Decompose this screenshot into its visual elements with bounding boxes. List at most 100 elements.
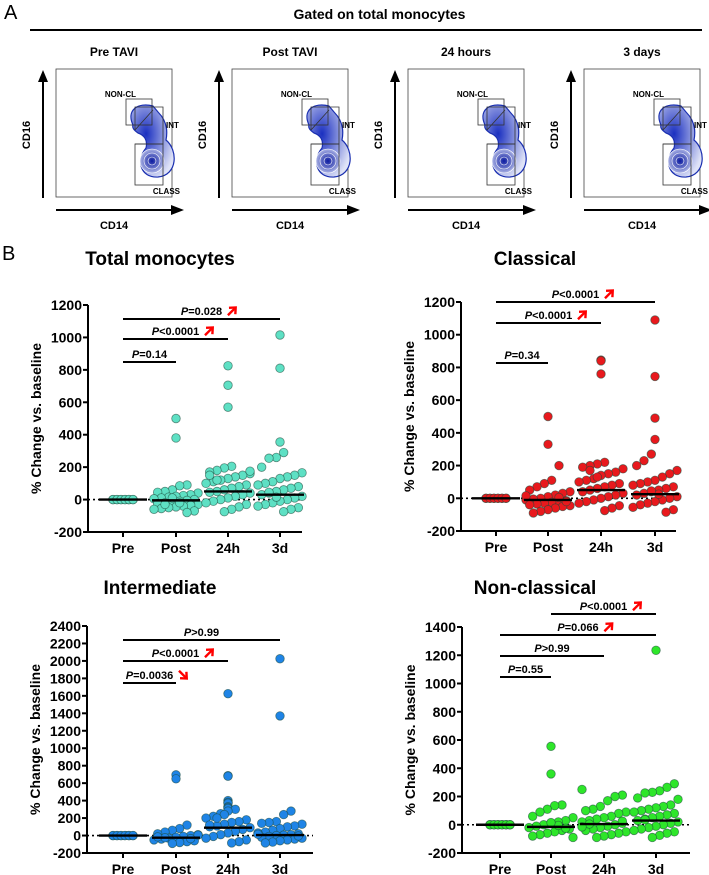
p-symbol: P — [126, 670, 134, 682]
chart-title: Intermediate — [104, 578, 217, 599]
data-point — [574, 477, 584, 487]
arrow-up-right-icon — [632, 601, 643, 612]
data-point — [204, 470, 215, 480]
data-point — [596, 356, 606, 366]
data-point — [275, 330, 285, 340]
data-point — [212, 475, 222, 485]
arrow-down-right-icon — [178, 669, 189, 680]
p-value-label: P<0.0001 — [525, 310, 572, 322]
x-tick-label: Post — [161, 861, 192, 875]
flow-plot: NON-CL INT CLASS Post TAVI CD16 CD14 — [184, 40, 364, 240]
gating-header: Gated on total monocytes — [293, 6, 466, 22]
data-point — [651, 645, 661, 656]
data-point — [631, 460, 642, 471]
y-tick-label: 1200 — [51, 297, 82, 313]
y-tick-label: 200 — [433, 789, 457, 805]
p-value-label: P=0.14 — [132, 349, 168, 361]
p-value-label: P<0.0001 — [580, 601, 627, 613]
p-symbol: P — [184, 627, 192, 639]
y-tick-label: 200 — [58, 810, 82, 826]
data-point — [171, 774, 181, 784]
data-point — [602, 796, 613, 806]
p-value: =0.34 — [512, 350, 541, 362]
y-tick-label: 1000 — [51, 329, 82, 345]
data-point — [253, 480, 263, 490]
chart-title: Non-classical — [474, 578, 597, 599]
data-point — [223, 402, 233, 412]
data-point — [171, 433, 181, 443]
p-value-label: P=0.55 — [508, 664, 543, 676]
data-point — [596, 369, 606, 379]
p-value-label: P<0.0001 — [552, 289, 599, 301]
flow-plot-title: Pre TAVI — [90, 45, 138, 59]
y-tick-label: 1200 — [50, 723, 81, 739]
data-point — [585, 465, 595, 476]
data-point — [640, 788, 650, 798]
y-tick-label: 2400 — [50, 618, 81, 634]
data-point — [223, 361, 233, 371]
y-tick-label: 800 — [432, 359, 456, 375]
y-tick-label: 1800 — [50, 670, 81, 686]
y-tick-label: 0 — [73, 828, 81, 844]
p-value-label: P=0.028 — [181, 306, 222, 318]
data-point — [647, 832, 658, 843]
p-symbol: P — [508, 664, 516, 676]
gate-label-intermediate: INT — [342, 121, 355, 130]
p-symbol: P — [552, 289, 560, 301]
cd14-axis-arrow — [56, 205, 184, 215]
x-axis-label: CD14 — [276, 220, 305, 232]
gate-label-nonclassical: NON-CL — [633, 90, 664, 99]
arrow-shaft — [577, 311, 586, 321]
data-point — [275, 363, 285, 373]
p-value: <0.0001 — [159, 326, 199, 338]
data-point — [223, 771, 233, 781]
chart-intermediate: Intermediate % Change vs. baseline -2000 20… — [27, 578, 313, 875]
chart-title: Total monocytes — [85, 249, 235, 270]
y-tick-label: 2200 — [50, 635, 81, 651]
data-point — [264, 453, 274, 463]
p-value: =0.066 — [565, 622, 599, 634]
gate-label-classical: CLASS — [153, 187, 181, 196]
flow-plot-title: 24 hours — [441, 45, 491, 59]
y-tick-label: 400 — [58, 793, 82, 809]
x-tick-label: 3d — [647, 539, 663, 555]
data-point — [275, 711, 285, 721]
data-point — [524, 500, 535, 510]
p-symbol: P — [132, 349, 140, 361]
arrow-head — [228, 306, 237, 315]
p-value: <0.0001 — [159, 648, 199, 660]
y-tick-label: 1000 — [424, 327, 455, 343]
y-tick-label: 400 — [59, 427, 83, 443]
p-value: =0.0036 — [133, 670, 173, 682]
y-tick-label: 0 — [448, 817, 456, 833]
gate-label-intermediate: INT — [518, 121, 531, 130]
y-tick-label: 0 — [74, 492, 82, 508]
y-tick-label: 1200 — [424, 294, 455, 310]
data-point — [201, 478, 211, 489]
gate-label-nonclassical: NON-CL — [105, 90, 136, 99]
arrow-up-right-icon — [204, 648, 215, 659]
data-point — [527, 831, 538, 841]
data-point — [650, 434, 660, 445]
data-point — [256, 818, 267, 829]
data-point — [673, 794, 683, 805]
data-point — [278, 447, 289, 458]
y-tick-label: 400 — [433, 760, 457, 776]
chart-title: Classical — [494, 249, 576, 270]
p-value: >0.99 — [542, 643, 570, 655]
panel-a-letter: A — [4, 2, 18, 24]
data-point — [278, 507, 289, 517]
arrow-up-right-icon — [204, 326, 215, 337]
arrow-up-right-icon — [603, 622, 614, 633]
arrow-head — [205, 326, 215, 335]
arrow-shaft — [204, 649, 213, 659]
gate-label-classical: CLASS — [505, 187, 533, 196]
arrow-shaft — [603, 623, 613, 633]
arrow-head — [605, 289, 615, 298]
panel-b-letter: B — [2, 243, 16, 265]
gate-label-nonclassical: NON-CL — [457, 90, 488, 99]
data-point — [599, 505, 610, 516]
p-symbol: P — [534, 643, 542, 655]
data-point — [167, 838, 178, 849]
y-tick-label: 400 — [432, 425, 456, 441]
